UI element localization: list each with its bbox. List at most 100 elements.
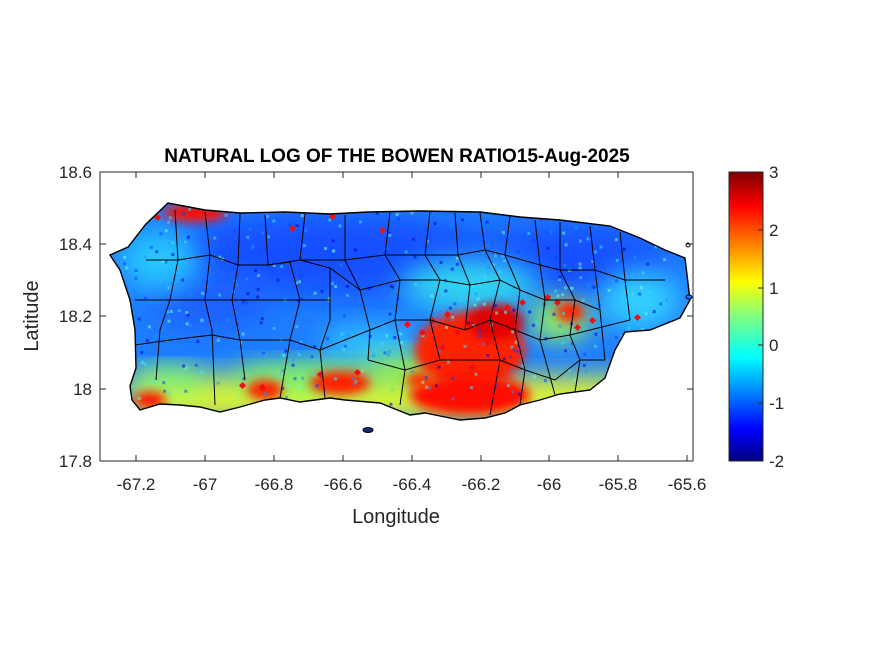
raster-speckle	[235, 283, 239, 287]
raster-speckle	[472, 324, 476, 328]
raster-speckle	[368, 286, 372, 290]
raster-speckle	[125, 266, 129, 270]
raster-speckle	[330, 254, 334, 258]
raster-speckle	[196, 339, 200, 343]
raster-speckle	[481, 250, 485, 254]
raster-speckle	[167, 220, 171, 224]
raster-speckle	[583, 352, 587, 356]
raster-speckle	[595, 226, 599, 230]
raster-speckle	[395, 212, 399, 216]
raster-speckle	[320, 289, 324, 293]
raster-speckle	[334, 377, 337, 381]
raster-speckle	[531, 323, 535, 327]
raster-speckle	[638, 292, 642, 296]
raster-hotspot-pixel	[418, 328, 427, 337]
raster-speckle	[381, 341, 385, 345]
raster-speckle	[164, 229, 168, 233]
raster-speckle	[246, 292, 250, 296]
raster-speckle	[546, 246, 550, 250]
raster-speckle	[184, 240, 188, 244]
raster-speckle	[338, 224, 342, 228]
raster-speckle	[361, 369, 365, 373]
raster-speckle	[272, 264, 276, 267]
raster-speckle	[346, 334, 350, 337]
raster-speckle	[186, 235, 190, 239]
raster-speckle	[570, 342, 574, 346]
raster-speckle	[404, 250, 408, 254]
raster-speckle	[245, 301, 249, 305]
raster-speckle	[451, 377, 455, 380]
raster-speckle	[359, 220, 363, 224]
raster-speckle	[573, 378, 577, 382]
x-tick-label: -65.6	[668, 475, 707, 494]
raster-speckle	[586, 237, 590, 241]
raster-speckle	[512, 308, 516, 312]
raster-speckle	[578, 266, 582, 270]
raster-speckle	[532, 239, 536, 243]
raster-speckle	[339, 263, 343, 267]
raster-hotspot-pixel	[238, 381, 247, 390]
colorbar-tick-label: 0	[769, 336, 778, 355]
raster-speckle	[278, 373, 282, 377]
raster-speckle	[260, 317, 264, 321]
raster-speckle	[295, 325, 299, 329]
x-tick-label: -67	[193, 475, 218, 494]
raster-speckle	[298, 280, 301, 284]
raster-speckle	[433, 222, 437, 226]
raster-speckle	[169, 310, 173, 313]
raster-speckle	[455, 256, 459, 260]
raster-speckle	[501, 254, 505, 258]
raster-speckle	[383, 351, 387, 355]
raster-hotspot-pixel	[258, 383, 267, 392]
raster-speckle	[413, 255, 417, 259]
raster-speckle	[266, 214, 270, 218]
raster-speckle	[354, 248, 357, 252]
raster-speckle	[334, 285, 338, 289]
raster-speckle	[430, 294, 434, 298]
raster-speckle	[256, 295, 260, 299]
raster-speckle	[509, 355, 512, 359]
raster-speckle	[558, 275, 562, 279]
raster-speckle	[143, 255, 147, 259]
raster-speckle	[602, 319, 606, 323]
y-axis-label: Latitude	[21, 280, 43, 351]
raster-speckle	[242, 377, 246, 381]
raster-speckle	[274, 374, 278, 377]
raster-hotspot-pixel	[543, 293, 552, 302]
raster-speckle	[182, 212, 186, 216]
raster-speckle	[563, 349, 567, 353]
raster-speckle	[493, 304, 497, 308]
raster-speckle	[388, 349, 392, 353]
raster-speckle	[250, 246, 254, 250]
raster-speckle	[262, 351, 265, 355]
raster-speckle	[171, 241, 175, 245]
y-tick-label: 18.6	[59, 163, 92, 182]
raster-speckle	[280, 265, 284, 268]
raster-speckle	[299, 340, 303, 344]
municipality-boundaries	[134, 209, 665, 416]
y-axis: 18.6 18.4 18.2 18 17.8	[59, 163, 693, 471]
raster-speckle	[200, 318, 204, 322]
raster-speckle	[562, 311, 566, 315]
raster-speckle	[511, 330, 515, 334]
raster-hotspot-pixel	[288, 224, 297, 233]
raster-speckle	[295, 224, 299, 228]
raster-speckle	[437, 365, 441, 369]
raster-speckle	[453, 302, 457, 306]
raster-speckle	[218, 293, 222, 297]
raster-speckle	[424, 376, 428, 380]
raster-speckle	[591, 260, 595, 263]
raster-speckle	[473, 303, 477, 307]
x-tick-label: -66	[537, 475, 562, 494]
raster-speckle	[426, 239, 430, 243]
raster-speckle	[443, 278, 447, 282]
chart-title: NATURAL LOG OF THE BOWEN RATIO15-Aug-202…	[164, 146, 630, 167]
raster-speckle	[567, 368, 571, 372]
raster-speckle	[167, 286, 171, 290]
raster-speckle	[502, 357, 506, 361]
raster-speckle	[391, 388, 394, 392]
raster-speckle	[521, 364, 525, 368]
raster-speckle	[286, 383, 290, 387]
raster-speckle	[188, 292, 192, 296]
